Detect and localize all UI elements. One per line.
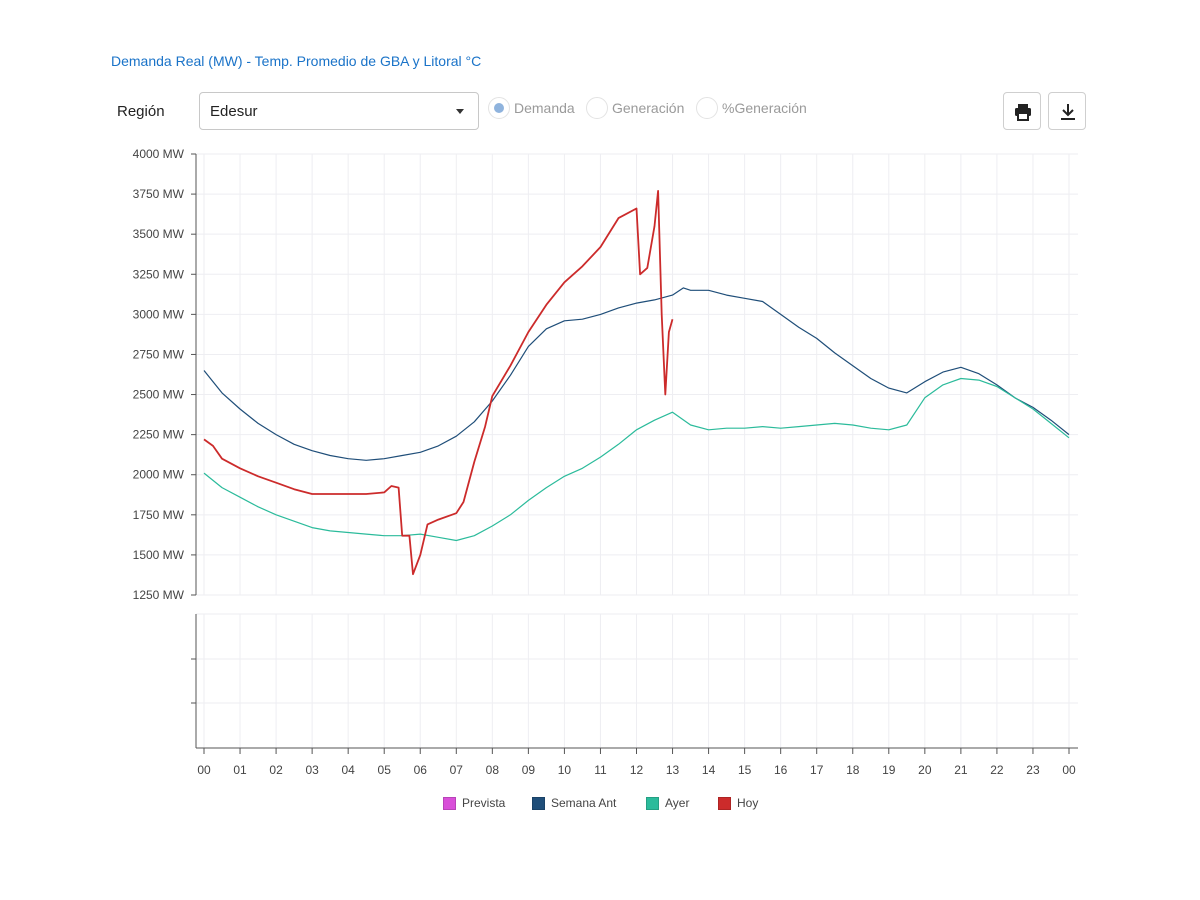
x-tick-label: 20 (918, 763, 932, 777)
radio-circle (696, 97, 718, 119)
download-button[interactable] (1048, 92, 1086, 130)
chart-legend: Prevista Semana Ant Ayer Hoy (0, 795, 1200, 813)
y-tick-label: 2500 MW (133, 388, 185, 402)
print-button[interactable] (1003, 92, 1041, 130)
y-tick-label: 2000 MW (133, 468, 185, 482)
x-tick-label: 07 (450, 763, 464, 777)
radio-label: Demanda (514, 100, 575, 116)
x-tick-label: 01 (233, 763, 247, 777)
x-tick-label: 00 (1062, 763, 1076, 777)
x-tick-label: 15 (738, 763, 752, 777)
legend-label: Ayer (665, 796, 690, 810)
radio-label: %Generación (722, 100, 807, 116)
printer-icon (1015, 104, 1031, 121)
x-tick-label: 03 (305, 763, 319, 777)
y-tick-label: 3000 MW (133, 307, 185, 321)
legend-label: Hoy (737, 796, 759, 810)
x-tick-label: 05 (378, 763, 392, 777)
legend-swatch (718, 797, 731, 810)
radio-circle (586, 97, 608, 119)
x-tick-label: 10 (558, 763, 572, 777)
legend-swatch (532, 797, 545, 810)
x-tick-label: 16 (774, 763, 788, 777)
x-tick-label: 12 (630, 763, 644, 777)
y-tick-label: 3250 MW (133, 267, 185, 281)
x-tick-label: 14 (702, 763, 716, 777)
x-tick-label: 23 (1026, 763, 1040, 777)
radio-circle (488, 97, 510, 119)
y-tick-label: 3750 MW (133, 187, 185, 201)
legend-swatch (646, 797, 659, 810)
x-tick-label: 00 (197, 763, 211, 777)
download-icon (1061, 104, 1075, 120)
region-select-value: Edesur (210, 103, 258, 120)
series-line-semana-ant (203, 287, 1070, 461)
x-tick-label: 19 (882, 763, 896, 777)
x-tick-label: 18 (846, 763, 860, 777)
x-tick-label: 08 (486, 763, 500, 777)
chart-title: Demanda Real (MW) - Temp. Promedio de GB… (111, 53, 482, 69)
x-tick-label: 02 (269, 763, 283, 777)
y-tick-label: 1750 MW (133, 508, 185, 522)
x-tick-label: 04 (341, 763, 355, 777)
chart-area: 1250 MW 1500 MW 1750 MW 2000 MW 2250 MW 2500 … (133, 147, 1078, 777)
y-tick-label: 2250 MW (133, 428, 185, 442)
legend-label: Semana Ant (551, 796, 617, 810)
region-select[interactable]: Edesur (199, 92, 479, 130)
y-tick-label: 1250 MW (133, 588, 185, 602)
x-tick-label: 09 (522, 763, 536, 777)
y-tick-label: 4000 MW (133, 147, 185, 161)
x-tick-label: 06 (414, 763, 428, 777)
x-tick-label: 22 (990, 763, 1004, 777)
chevron-down-icon (456, 109, 464, 114)
y-tick-label: 1500 MW (133, 548, 185, 562)
x-tick-label: 13 (666, 763, 680, 777)
radio-label: Generación (612, 100, 685, 116)
series-line-hoy (203, 189, 674, 576)
x-tick-label: 21 (954, 763, 968, 777)
legend-label: Prevista (462, 796, 506, 810)
x-tick-label: 17 (810, 763, 824, 777)
y-tick-label: 3500 MW (133, 227, 185, 241)
legend-swatch (443, 797, 456, 810)
x-tick-label: 11 (594, 763, 607, 777)
y-tick-label: 2750 MW (133, 347, 185, 361)
region-label: Región (117, 103, 165, 120)
series-line-ayer (203, 377, 1070, 542)
